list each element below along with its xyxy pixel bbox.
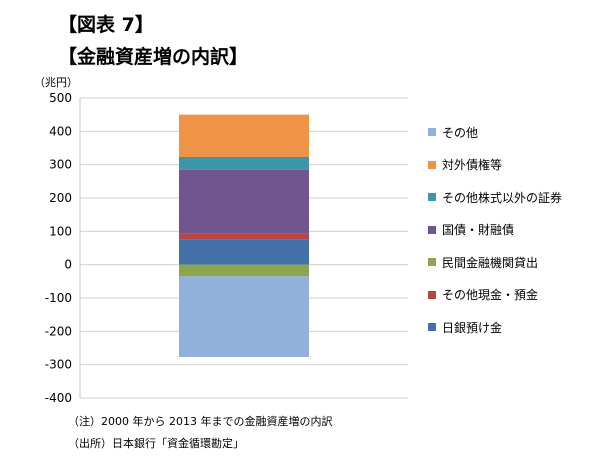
y-tick-label: -200 — [45, 324, 72, 338]
legend-swatch — [428, 193, 436, 202]
y-tick-label: -300 — [45, 358, 72, 372]
chart-legend: その他対外債権等その他株式以外の証券 国債・財融債民間金融機関貸出 その他現金・預金… — [428, 116, 562, 344]
legend-item: 民間金融機関貸出 — [428, 246, 562, 279]
y-tick-label: 300 — [49, 158, 72, 172]
legend-label: 日銀預け金 — [442, 320, 503, 335]
y-tick-label: 200 — [49, 191, 72, 205]
legend-label: その他株式以外の証券 — [442, 190, 563, 205]
legend-item: 日銀預け金 — [428, 311, 562, 344]
bar-segment — [179, 157, 309, 170]
legend-label: 対外債権等 — [442, 158, 503, 173]
y-tick-label: -400 — [45, 391, 72, 405]
legend-item: その他現金・預金 — [428, 279, 562, 312]
bar-segment — [179, 114, 309, 157]
legend-swatch — [428, 290, 436, 299]
y-tick-label: 400 — [49, 124, 72, 138]
chart-figure-number: 【図表 7】 — [58, 14, 154, 36]
legend-swatch — [428, 160, 436, 169]
y-tick-label: 100 — [49, 224, 72, 238]
legend-item: その他 — [428, 116, 562, 149]
legend-item: 対外債権等 — [428, 149, 562, 182]
legend-item: その他株式以外の証券 — [428, 181, 562, 214]
bar-segment — [179, 264, 309, 277]
legend-label: その他 — [442, 125, 479, 140]
y-tick-label: -100 — [45, 291, 72, 305]
legend-label: その他現金・預金 — [442, 288, 539, 303]
legend-swatch — [428, 323, 436, 332]
legend-swatch — [428, 225, 436, 234]
bar-segment — [179, 276, 309, 357]
chart-note: （注）2000 年から 2013 年までの金融資産増の内訳 — [68, 415, 333, 428]
bar-segment — [179, 233, 309, 240]
bar-segment — [179, 239, 309, 265]
chart-source: （出所）日本銀行「資金循環勘定」 — [68, 437, 244, 450]
y-axis-unit-label: （兆円） — [34, 76, 78, 89]
legend-item: 国債・財融債 — [428, 214, 562, 247]
legend-label: 民間金融機関貸出 — [442, 255, 539, 270]
y-tick-label: 0 — [64, 258, 72, 272]
y-tick-label: 500 — [49, 91, 72, 105]
chart-title: 【金融資産増の内訳】 — [58, 46, 249, 68]
legend-swatch — [428, 258, 436, 267]
legend-swatch — [428, 128, 436, 137]
legend-label: 国債・財融債 — [442, 223, 515, 238]
bar-segment — [179, 169, 309, 234]
